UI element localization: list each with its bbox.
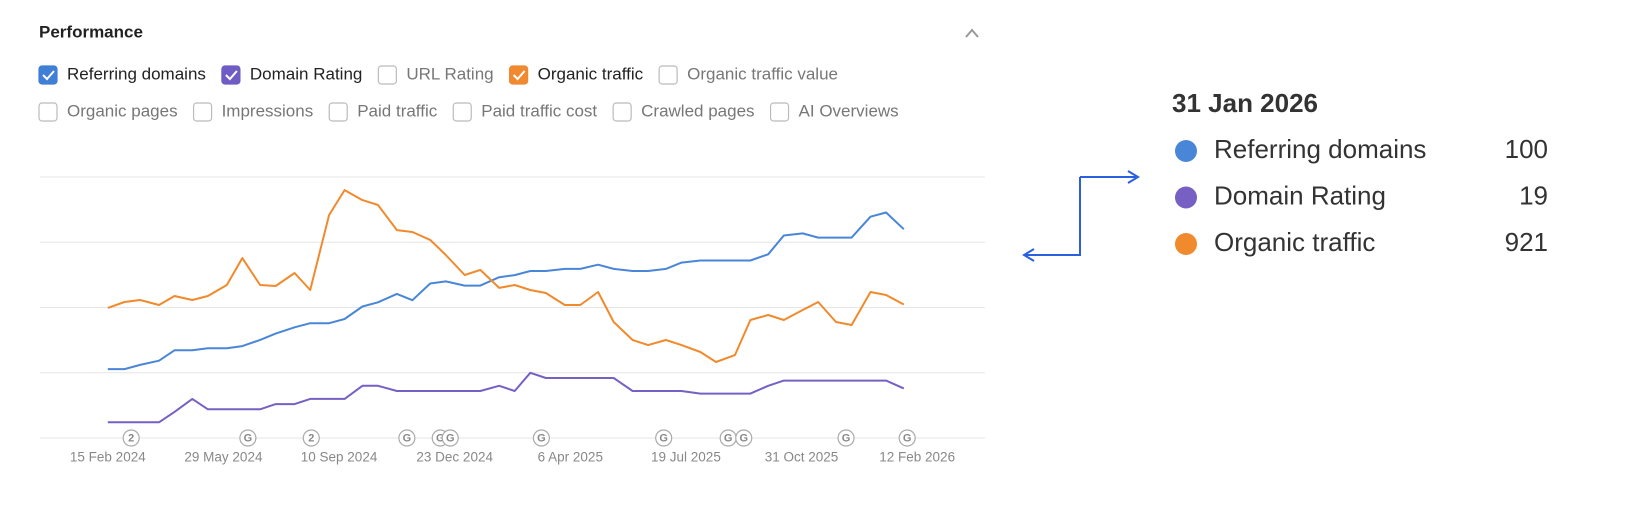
metric-label: Referring domains: [67, 64, 206, 83]
event-label: G: [446, 432, 455, 444]
event-marker[interactable]: [735, 429, 753, 447]
check-mark: [42, 70, 55, 81]
metric-checkbox[interactable]: [658, 65, 678, 85]
event-label: G: [724, 432, 733, 444]
event-marker[interactable]: [441, 429, 459, 447]
x-tick-label: 15 Feb 2024: [70, 450, 146, 465]
tooltip-value: 921: [1505, 227, 1548, 257]
tooltip-name: Domain Rating: [1214, 180, 1386, 210]
event-marker[interactable]: [655, 429, 673, 447]
event-label: 2: [308, 432, 314, 444]
check-mark: [512, 70, 526, 81]
check-mark: [225, 70, 238, 81]
x-tick-label: 12 Feb 2026: [879, 450, 955, 465]
event-label: G: [537, 432, 546, 444]
metric-label: Paid traffic: [357, 101, 438, 120]
metric-checkbox[interactable]: [38, 102, 58, 122]
tooltip-value: 100: [1505, 134, 1548, 164]
event-label: G: [244, 432, 253, 444]
x-tick-label: 31 Oct 2025: [765, 450, 839, 465]
metric-label: AI Overviews: [799, 101, 899, 120]
metric-checkbox[interactable]: [769, 102, 790, 122]
metric-checkbox[interactable]: [452, 102, 472, 122]
event-marker[interactable]: [898, 429, 916, 447]
event-label: G: [403, 432, 412, 444]
panel-title: Performance: [39, 22, 143, 41]
event-label: G: [659, 432, 668, 444]
x-tick-label: 29 May 2024: [184, 450, 263, 465]
metric-label: Crawled pages: [641, 101, 754, 120]
x-tick-label: 6 Apr 2025: [538, 450, 603, 465]
tooltip-date: 31 Jan 2026: [1172, 88, 1318, 118]
series-line: [107, 371, 905, 424]
x-tick-label: 23 Dec 2024: [416, 450, 493, 465]
event-label: 2: [128, 432, 134, 444]
metric-checkbox[interactable]: [377, 65, 397, 85]
event-label: G: [842, 432, 851, 444]
x-tick-label: 19 Jul 2025: [651, 450, 721, 465]
metric-label: Paid traffic cost: [481, 101, 597, 120]
event-marker[interactable]: [398, 429, 416, 447]
metric-label: URL Rating: [406, 64, 493, 83]
arrow-connector: [1022, 170, 1140, 262]
series-line: [107, 211, 905, 371]
metric-label: Organic pages: [67, 101, 178, 120]
metric-checkbox[interactable]: [328, 102, 348, 122]
x-tick-label: 10 Sep 2024: [301, 450, 378, 465]
event-marker[interactable]: [122, 429, 140, 447]
event-marker[interactable]: [532, 429, 551, 447]
event-marker[interactable]: [239, 429, 257, 447]
tooltip-name: Organic traffic: [1214, 227, 1375, 257]
event-label: G: [739, 432, 748, 444]
tooltip-dot: [1175, 140, 1197, 162]
event-label: G: [436, 432, 445, 444]
metric-label: Organic traffic value: [687, 64, 838, 83]
tooltip-dot: [1175, 186, 1197, 209]
metric-label: Impressions: [222, 101, 314, 120]
metric-label: Organic traffic: [538, 64, 644, 83]
metric-checkbox[interactable]: [509, 65, 529, 85]
metric-checkbox[interactable]: [192, 102, 213, 122]
metric-checkbox[interactable]: [612, 102, 632, 122]
tooltip-value: 19: [1519, 180, 1548, 210]
collapse-chevron[interactable]: [965, 28, 979, 38]
event-marker[interactable]: [837, 429, 855, 447]
tooltip-name: Referring domains: [1214, 134, 1426, 164]
metric-checkbox[interactable]: [221, 65, 241, 85]
tooltip-dot: [1175, 233, 1197, 255]
metric-label: Domain Rating: [250, 64, 362, 83]
event-label: G: [903, 432, 912, 444]
event-marker[interactable]: [302, 429, 320, 447]
series-line: [107, 189, 905, 363]
metric-checkbox[interactable]: [38, 65, 58, 85]
